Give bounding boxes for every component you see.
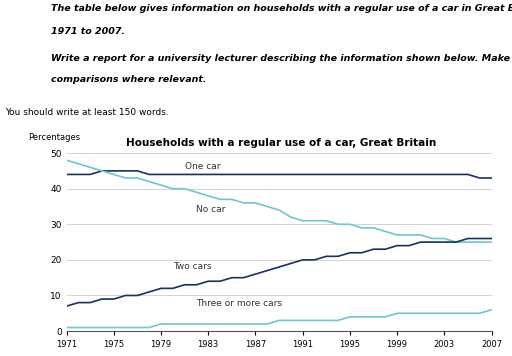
Text: One car: One car — [185, 162, 220, 171]
Text: Percentages: Percentages — [28, 134, 80, 142]
Text: Three or more cars: Three or more cars — [197, 299, 283, 308]
Text: Households with a regular use of a car, Great Britain: Households with a regular use of a car, … — [126, 137, 437, 147]
Text: comparisons where relevant.: comparisons where relevant. — [51, 75, 207, 84]
Text: Two cars: Two cars — [173, 262, 211, 271]
Text: No car: No car — [197, 205, 226, 214]
Text: You should write at least 150 words.: You should write at least 150 words. — [5, 108, 169, 117]
Text: Write a report for a university lecturer describing the information shown below.: Write a report for a university lecturer… — [51, 54, 510, 63]
Text: 1971 to 2007.: 1971 to 2007. — [51, 27, 125, 36]
Text: The table below gives information on households with a regular use of a car in G: The table below gives information on hou… — [51, 5, 512, 14]
